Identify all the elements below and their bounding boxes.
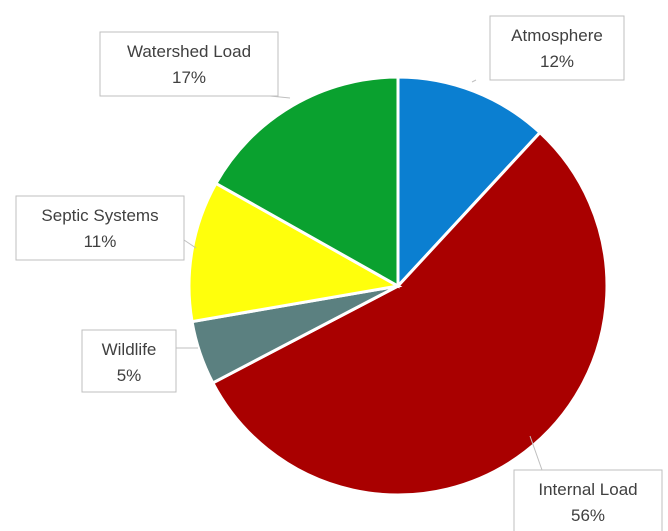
callout-box — [81, 329, 177, 393]
slice-percent-label: 17% — [172, 68, 206, 87]
callout-box — [15, 195, 185, 261]
pie-slice-watershed-load — [213, 75, 400, 289]
pie-slice-septic-systems — [187, 181, 403, 324]
slice-percent-label: 56% — [571, 506, 605, 525]
slice-label: Internal Load — [538, 480, 637, 499]
slice-label: Atmosphere — [511, 26, 603, 45]
pie-callouts: Atmosphere 12% Internal Load 56% Wildlife 5% S… — [15, 15, 663, 531]
callout-box — [99, 31, 279, 97]
pie-slice-atmosphere — [396, 75, 543, 290]
callout-box — [489, 15, 625, 81]
slice-label: Septic Systems — [41, 206, 158, 225]
slice-label: Watershed Load — [127, 42, 251, 61]
callout-watershed-load: Watershed Load 17% — [99, 31, 291, 99]
callout-leader-line — [529, 435, 543, 471]
callout-wildlife: Wildlife 5% — [81, 329, 198, 393]
pie-slices — [187, 75, 609, 497]
callout-box — [513, 469, 663, 531]
callout-septic-systems: Septic Systems 11% — [15, 195, 197, 261]
slice-percent-label: 11% — [84, 232, 117, 251]
slice-percent-label: 12% — [540, 52, 574, 71]
callout-leader-line — [183, 239, 197, 249]
callout-internal-load: Internal Load 56% — [513, 435, 663, 531]
pie-slice-internal-load — [210, 130, 609, 497]
callout-leader-line — [471, 79, 477, 83]
slice-percent-label: 5% — [117, 366, 142, 385]
callout-atmosphere: Atmosphere 12% — [471, 15, 625, 83]
slice-label: Wildlife — [102, 340, 157, 359]
